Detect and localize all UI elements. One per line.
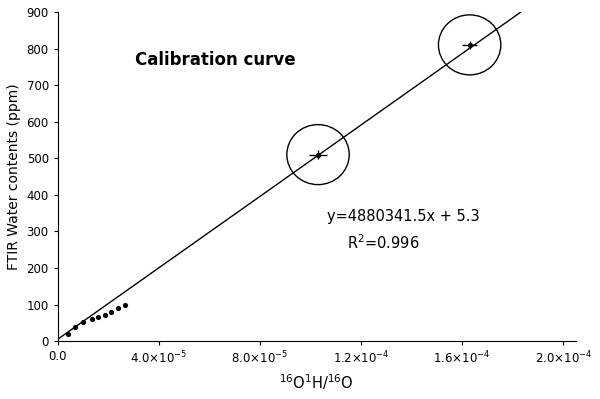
Point [106,309,116,315]
Point [100,312,109,318]
Point [87,316,97,322]
Point [465,41,475,48]
Text: y=4880341.5x + 5.3: y=4880341.5x + 5.3 [327,209,480,223]
Point [63,331,73,337]
X-axis label: $^{16}$O$^{1}$H/$^{16}$O: $^{16}$O$^{1}$H/$^{16}$O [280,372,354,392]
Point [78,319,88,325]
Text: R$^{2}$=0.996: R$^{2}$=0.996 [347,233,420,252]
Y-axis label: FTIR Water contents (ppm): FTIR Water contents (ppm) [7,83,21,270]
Text: Calibration curve: Calibration curve [136,51,296,69]
Point [120,301,130,308]
Point [71,324,80,330]
Point [313,151,323,158]
Point [94,314,103,320]
Point [113,305,123,312]
